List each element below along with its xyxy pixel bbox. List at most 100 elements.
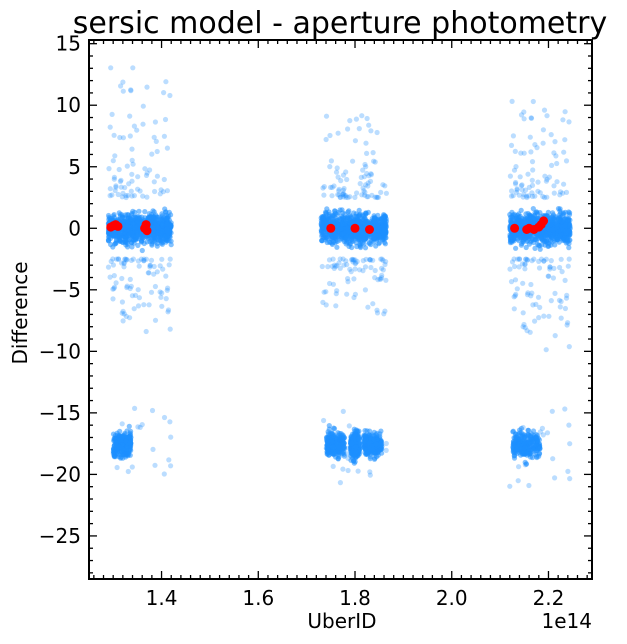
spread-point <box>510 193 516 199</box>
spread-point <box>526 193 532 199</box>
lower-outlier-point <box>355 468 361 474</box>
spread-point <box>163 79 169 85</box>
spread-point <box>122 256 129 262</box>
spread-point <box>330 281 336 287</box>
spread-point <box>560 117 566 123</box>
lower-point <box>114 447 120 453</box>
core-point <box>556 212 562 218</box>
spread-point <box>325 264 331 270</box>
core-point <box>550 210 556 216</box>
spread-point <box>327 164 333 170</box>
spread-point <box>115 256 121 262</box>
spread-point <box>121 311 127 317</box>
core-point <box>542 242 548 248</box>
lower-outlier-point <box>552 475 558 481</box>
lower-outlier-point <box>345 455 351 461</box>
lower-point <box>328 439 335 445</box>
y-tick-label: 10 <box>56 93 81 117</box>
spread-point <box>367 256 373 263</box>
spread-point <box>540 127 547 133</box>
y-tick-label: −5 <box>52 278 81 302</box>
spread-point <box>107 274 113 280</box>
spread-point <box>536 315 542 321</box>
spread-point <box>536 258 542 264</box>
spread-point <box>327 132 333 139</box>
spread-point <box>521 321 527 328</box>
spread-point <box>111 284 118 290</box>
spread-point <box>515 256 521 262</box>
spread-point <box>509 259 516 265</box>
spread-point <box>333 169 340 175</box>
spread-point <box>523 256 529 262</box>
spread-point <box>531 256 537 262</box>
spread-point <box>508 193 515 199</box>
lower-outlier-point <box>522 462 528 468</box>
lower-outlier-point <box>565 468 571 474</box>
core-point <box>555 237 561 243</box>
spread-point <box>127 113 133 119</box>
highlight-point <box>113 221 123 231</box>
spread-point <box>127 133 133 139</box>
spread-point <box>552 333 558 339</box>
lower-point <box>124 428 130 434</box>
spread-point <box>337 265 343 271</box>
lower-point <box>378 440 384 446</box>
spread-point <box>518 183 525 189</box>
spread-point <box>145 270 151 276</box>
spread-point <box>344 176 350 183</box>
core-point <box>142 209 148 215</box>
spread-point <box>541 313 547 319</box>
spread-point <box>326 257 333 263</box>
lower-point <box>377 431 383 437</box>
lower-point <box>336 454 342 460</box>
spread-point <box>319 263 325 270</box>
core-point <box>164 221 170 227</box>
spread-point <box>367 178 374 184</box>
lower-point <box>325 429 331 435</box>
lower-outlier-point <box>344 451 350 457</box>
lower-point <box>326 452 332 458</box>
spread-point <box>510 133 516 139</box>
spread-point <box>368 171 374 177</box>
spread-point <box>543 256 549 262</box>
spread-point <box>359 113 365 119</box>
spread-point <box>151 134 157 140</box>
core-point <box>135 242 141 248</box>
spread-point <box>342 192 348 198</box>
spread-point <box>379 275 385 281</box>
lower-point <box>123 446 130 452</box>
lower-outlier-point <box>168 434 174 440</box>
core-point <box>150 239 156 245</box>
lower-outlier-point <box>520 424 526 431</box>
spread-point <box>164 188 170 194</box>
lower-outlier-point <box>168 463 174 469</box>
spread-point <box>520 280 526 286</box>
spread-point <box>528 293 534 299</box>
spread-point <box>347 194 353 200</box>
spread-point <box>542 173 548 179</box>
spread-point <box>365 183 371 189</box>
spread-point <box>165 309 171 315</box>
spread-point <box>556 297 563 303</box>
lower-point <box>511 452 518 459</box>
spread-point <box>340 190 346 196</box>
spread-point <box>554 160 560 167</box>
y-tick-label: 5 <box>68 155 81 179</box>
spread-point <box>532 193 538 199</box>
spread-point <box>345 276 351 282</box>
spread-point <box>511 294 517 300</box>
spread-point <box>111 176 117 182</box>
spread-point <box>562 277 568 283</box>
spread-point <box>119 260 125 266</box>
spread-point <box>110 256 116 262</box>
spread-point <box>165 285 171 291</box>
lower-outlier-point <box>550 456 556 462</box>
spread-point <box>111 285 117 292</box>
spread-point <box>345 279 351 285</box>
spread-point <box>529 190 535 196</box>
x-tick-label: 2.2 <box>533 586 565 610</box>
core-point <box>354 243 360 250</box>
spread-point <box>354 258 360 265</box>
spread-point <box>328 158 334 164</box>
